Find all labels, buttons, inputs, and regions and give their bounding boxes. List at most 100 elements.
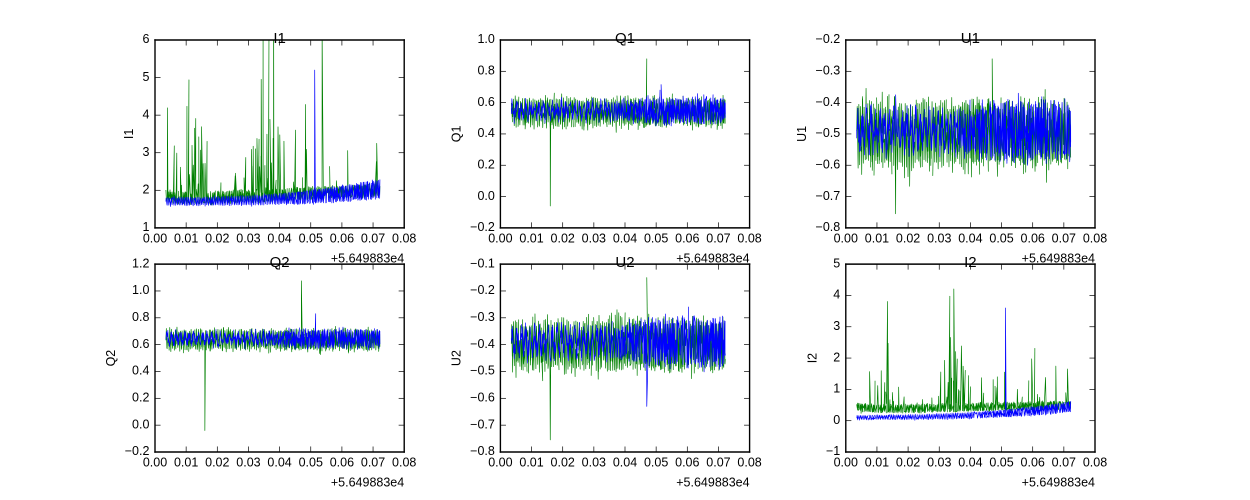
svg-text:0.07: 0.07 (1052, 231, 1076, 245)
svg-text:0.8: 0.8 (477, 64, 494, 78)
svg-text:−1: −1 (826, 444, 840, 458)
svg-text:1: 1 (142, 220, 149, 234)
svg-text:−0.8: −0.8 (470, 444, 495, 458)
svg-text:0.04: 0.04 (958, 456, 982, 470)
svg-text:0.08: 0.08 (737, 231, 761, 245)
svg-text:4: 4 (142, 107, 149, 121)
svg-text:0.0: 0.0 (132, 417, 149, 431)
svg-text:0.04: 0.04 (958, 231, 982, 245)
svg-text:0.05: 0.05 (644, 456, 668, 470)
svg-text:−0.6: −0.6 (470, 391, 495, 405)
svg-text:−0.2: −0.2 (470, 283, 495, 297)
svg-text:1.2: 1.2 (132, 256, 149, 270)
svg-text:0.06: 0.06 (1021, 456, 1045, 470)
svg-text:0.03: 0.03 (582, 456, 606, 470)
svg-text:0.08: 0.08 (392, 456, 416, 470)
svg-text:0.01: 0.01 (174, 456, 198, 470)
svg-text:0.03: 0.03 (236, 231, 260, 245)
svg-text:0.02: 0.02 (551, 231, 575, 245)
svg-text:−0.2: −0.2 (125, 444, 150, 458)
svg-text:0.01: 0.01 (519, 456, 543, 470)
svg-text:0.07: 0.07 (1052, 456, 1076, 470)
svg-text:0: 0 (833, 413, 840, 427)
svg-text:0.05: 0.05 (299, 456, 323, 470)
svg-text:0.08: 0.08 (392, 231, 416, 245)
svg-text:0.05: 0.05 (989, 456, 1013, 470)
svg-text:−0.2: −0.2 (816, 32, 841, 46)
svg-text:−0.4: −0.4 (470, 337, 495, 351)
svg-text:3: 3 (833, 319, 840, 333)
svg-text:U1: U1 (795, 126, 809, 142)
svg-text:0.04: 0.04 (613, 456, 637, 470)
svg-text:−0.7: −0.7 (816, 189, 841, 203)
svg-text:−0.3: −0.3 (470, 310, 495, 324)
svg-text:0.04: 0.04 (267, 456, 291, 470)
svg-text:−0.4: −0.4 (816, 95, 841, 109)
svg-text:1: 1 (833, 382, 840, 396)
svg-text:0.05: 0.05 (644, 231, 668, 245)
svg-text:−0.1: −0.1 (470, 256, 495, 270)
svg-text:−0.2: −0.2 (470, 220, 495, 234)
svg-text:0.03: 0.03 (927, 231, 951, 245)
svg-text:0.02: 0.02 (896, 456, 920, 470)
svg-text:6: 6 (142, 32, 149, 46)
svg-text:0.02: 0.02 (896, 231, 920, 245)
svg-text:0.6: 0.6 (477, 95, 494, 109)
svg-text:0.2: 0.2 (477, 157, 494, 171)
svg-text:−0.3: −0.3 (816, 64, 841, 78)
svg-text:0.06: 0.06 (675, 231, 699, 245)
svg-text:0.02: 0.02 (205, 456, 229, 470)
svg-text:U2: U2 (450, 350, 464, 366)
svg-text:2: 2 (142, 183, 149, 197)
svg-text:0.03: 0.03 (236, 456, 260, 470)
svg-text:Q1: Q1 (615, 30, 635, 47)
svg-text:+5.649883e4: +5.649883e4 (676, 475, 749, 489)
svg-text:0.4: 0.4 (132, 364, 149, 378)
svg-text:0.01: 0.01 (174, 231, 198, 245)
svg-text:−0.8: −0.8 (816, 220, 841, 234)
svg-text:0.06: 0.06 (1021, 231, 1045, 245)
svg-text:U1: U1 (961, 30, 980, 47)
svg-text:Q2: Q2 (270, 254, 290, 271)
svg-text:−0.5: −0.5 (816, 126, 841, 140)
svg-text:I2: I2 (805, 353, 819, 363)
svg-text:0.07: 0.07 (706, 231, 730, 245)
svg-text:0.07: 0.07 (706, 456, 730, 470)
svg-text:0.02: 0.02 (205, 231, 229, 245)
svg-text:0.6: 0.6 (132, 337, 149, 351)
svg-text:0.01: 0.01 (519, 231, 543, 245)
svg-text:0.05: 0.05 (299, 231, 323, 245)
svg-text:+5.649883e4: +5.649883e4 (1022, 251, 1095, 265)
svg-text:0.01: 0.01 (865, 456, 889, 470)
svg-text:+5.649883e4: +5.649883e4 (331, 251, 404, 265)
svg-text:−0.5: −0.5 (470, 364, 495, 378)
svg-text:U2: U2 (615, 254, 634, 271)
svg-text:0.2: 0.2 (132, 391, 149, 405)
svg-text:1.0: 1.0 (477, 32, 494, 46)
svg-text:0.08: 0.08 (1083, 231, 1107, 245)
svg-text:0.01: 0.01 (865, 231, 889, 245)
svg-text:Q1: Q1 (450, 126, 464, 143)
svg-text:Q2: Q2 (104, 350, 118, 367)
svg-text:0.0: 0.0 (477, 189, 494, 203)
svg-text:I1: I1 (273, 30, 286, 47)
svg-text:+5.649883e4: +5.649883e4 (676, 251, 749, 265)
svg-text:0.06: 0.06 (330, 456, 354, 470)
svg-text:0.05: 0.05 (989, 231, 1013, 245)
svg-text:0.06: 0.06 (675, 456, 699, 470)
svg-text:5: 5 (142, 70, 149, 84)
svg-text:0.08: 0.08 (1083, 456, 1107, 470)
svg-text:0.06: 0.06 (330, 231, 354, 245)
svg-text:0.03: 0.03 (927, 456, 951, 470)
svg-text:0.04: 0.04 (613, 231, 637, 245)
svg-text:0.04: 0.04 (267, 231, 291, 245)
svg-text:−0.6: −0.6 (816, 157, 841, 171)
svg-text:+5.649883e4: +5.649883e4 (1022, 475, 1095, 489)
svg-text:0.08: 0.08 (737, 456, 761, 470)
svg-text:0.02: 0.02 (551, 456, 575, 470)
svg-text:I2: I2 (964, 254, 977, 271)
svg-text:+5.649883e4: +5.649883e4 (331, 475, 404, 489)
svg-text:2: 2 (833, 350, 840, 364)
svg-text:3: 3 (142, 145, 149, 159)
svg-text:0.07: 0.07 (361, 231, 385, 245)
